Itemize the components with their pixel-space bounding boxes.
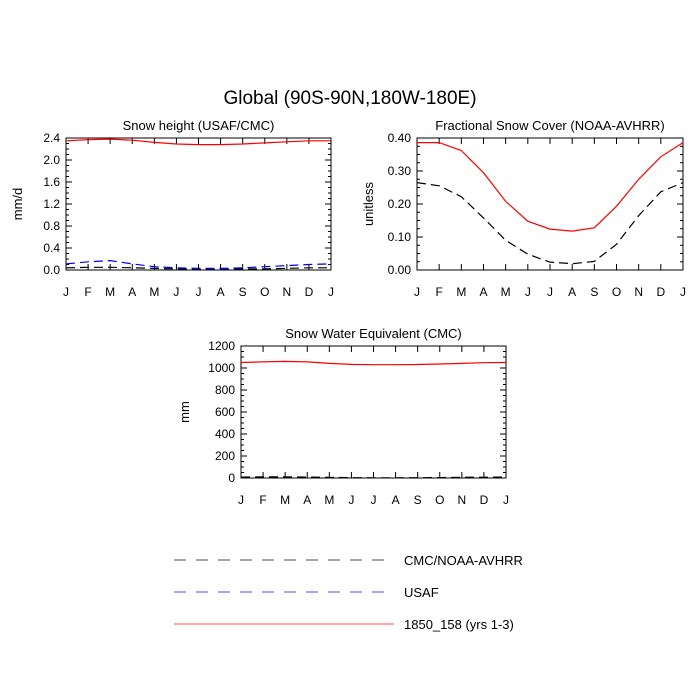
chart-title: Snow Water Equivalent (CMC) — [285, 326, 462, 341]
x-tick-label: J — [414, 285, 420, 299]
x-tick-label: J — [348, 493, 354, 507]
y-tick-label: 0.8 — [43, 219, 60, 233]
x-tick-label: F — [84, 285, 91, 299]
y-tick-label: 1200 — [208, 339, 235, 353]
y-tick-label: 2.4 — [43, 131, 60, 145]
y-tick-label: 0.10 — [388, 230, 412, 244]
chart-panel-1: Snow height (USAF/CMC) 0.0 0.4 0.8 1.2 1.6 2.0… — [10, 118, 334, 299]
x-tick-label: M — [280, 493, 290, 507]
x-tick-label: J — [680, 285, 686, 299]
figure-title: Global (90S-90N,180W-180E) — [223, 88, 476, 109]
plot-frame — [416, 137, 684, 271]
x-tick-label: M — [324, 493, 334, 507]
legend-label: USAF — [404, 585, 439, 600]
x-tick-label: F — [435, 285, 442, 299]
x-tick-label: J — [547, 285, 553, 299]
y-tick-label: 1.6 — [43, 175, 60, 189]
series-line-cmc-noaa-avhrr — [240, 476, 507, 479]
x-tick-label: A — [217, 285, 225, 299]
y-axis-label: mm — [177, 401, 192, 423]
x-tick-label: N — [457, 493, 466, 507]
x-tick-label: M — [456, 285, 466, 299]
legend-label: CMC/NOAA-AVHRR — [404, 553, 523, 568]
x-tick-label: J — [371, 493, 377, 507]
series-line-cmc-noaa-avhrr — [416, 182, 684, 265]
series-line-1850-158-yrs-1-3- — [65, 138, 331, 146]
x-tick-label: S — [590, 285, 598, 299]
x-tick-label: A — [392, 493, 400, 507]
series-line-usaf — [65, 259, 332, 269]
y-tick-label: 0.00 — [388, 263, 412, 277]
x-tick-label: M — [501, 285, 511, 299]
x-tick-label: A — [568, 285, 576, 299]
x-tick-label: D — [305, 285, 314, 299]
x-tick-label: J — [173, 285, 179, 299]
series-line-cmc-noaa-avhrr — [65, 266, 331, 270]
y-tick-label: 1.2 — [43, 197, 60, 211]
x-tick-label: J — [196, 285, 202, 299]
chart-title: Fractional Snow Cover (NOAA-AVHRR) — [435, 118, 664, 133]
x-tick-label: A — [303, 493, 311, 507]
series-line-1850-158-yrs-1-3- — [240, 360, 507, 366]
x-tick-label: A — [128, 285, 136, 299]
y-tick-label: 1000 — [208, 361, 235, 375]
y-tick-label: 0.20 — [388, 197, 412, 211]
x-tick-label: J — [238, 493, 244, 507]
x-tick-label: D — [480, 493, 489, 507]
x-tick-label: F — [259, 493, 266, 507]
x-tick-label: N — [282, 285, 291, 299]
legend: CMC/NOAA-AVHRR USAF 1850_158 (yrs 1-3) — [174, 553, 523, 632]
x-tick-label: J — [63, 285, 69, 299]
x-tick-label: D — [656, 285, 665, 299]
y-tick-label: 0.0 — [43, 263, 60, 277]
charts-group: Snow height (USAF/CMC) 0.0 0.4 0.8 1.2 1.6 2.0… — [10, 118, 686, 507]
legend-label: 1850_158 (yrs 1-3) — [404, 617, 514, 632]
plot-frame — [240, 345, 507, 479]
x-tick-label: M — [149, 285, 159, 299]
y-tick-label: 600 — [215, 405, 235, 419]
x-tick-label: N — [634, 285, 643, 299]
y-tick-label: 400 — [215, 427, 235, 441]
plot-frame — [65, 137, 332, 271]
x-tick-label: J — [328, 285, 334, 299]
y-tick-label: 0.4 — [43, 241, 60, 255]
x-tick-label: A — [479, 285, 487, 299]
x-tick-label: O — [260, 285, 269, 299]
y-tick-label: 0 — [228, 471, 235, 485]
y-tick-label: 0.30 — [388, 164, 412, 178]
y-tick-label: 2.0 — [43, 153, 60, 167]
y-tick-label: 800 — [215, 383, 235, 397]
series-line-1850-158-yrs-1-3- — [417, 142, 684, 232]
y-axis-label: mm/d — [10, 188, 25, 221]
y-tick-label: 0.40 — [388, 131, 412, 145]
chart-title: Snow height (USAF/CMC) — [123, 118, 275, 133]
x-tick-label: S — [414, 493, 422, 507]
y-tick-label: 200 — [215, 449, 235, 463]
x-tick-label: J — [525, 285, 531, 299]
chart-panel-2: Fractional Snow Cover (NOAA-AVHRR) 0.00 0.… — [361, 118, 686, 299]
x-tick-label: O — [435, 493, 444, 507]
chart-panel-3: Snow Water Equivalent (CMC) 0 200 400 600 800… — [177, 326, 509, 507]
y-axis-label: unitless — [361, 181, 376, 226]
x-tick-label: O — [612, 285, 621, 299]
x-tick-label: S — [239, 285, 247, 299]
x-tick-label: J — [503, 493, 509, 507]
x-tick-label: M — [105, 285, 115, 299]
